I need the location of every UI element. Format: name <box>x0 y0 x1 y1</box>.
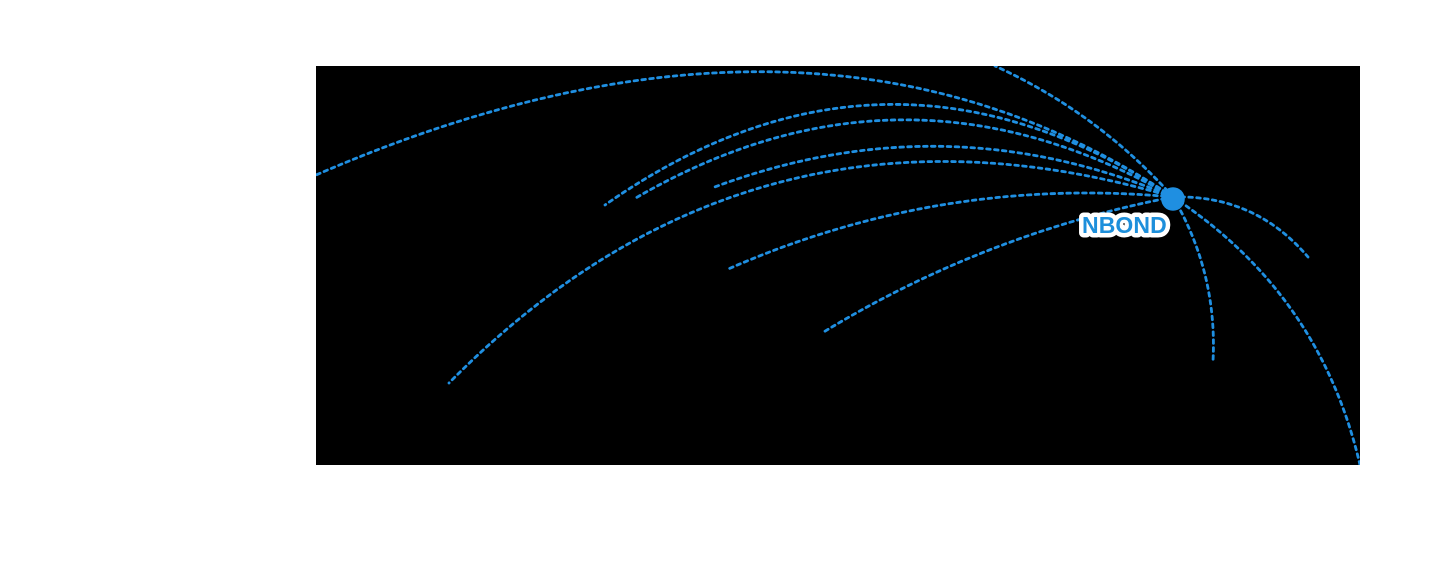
svg-text:NBOND: NBOND <box>1082 212 1167 238</box>
